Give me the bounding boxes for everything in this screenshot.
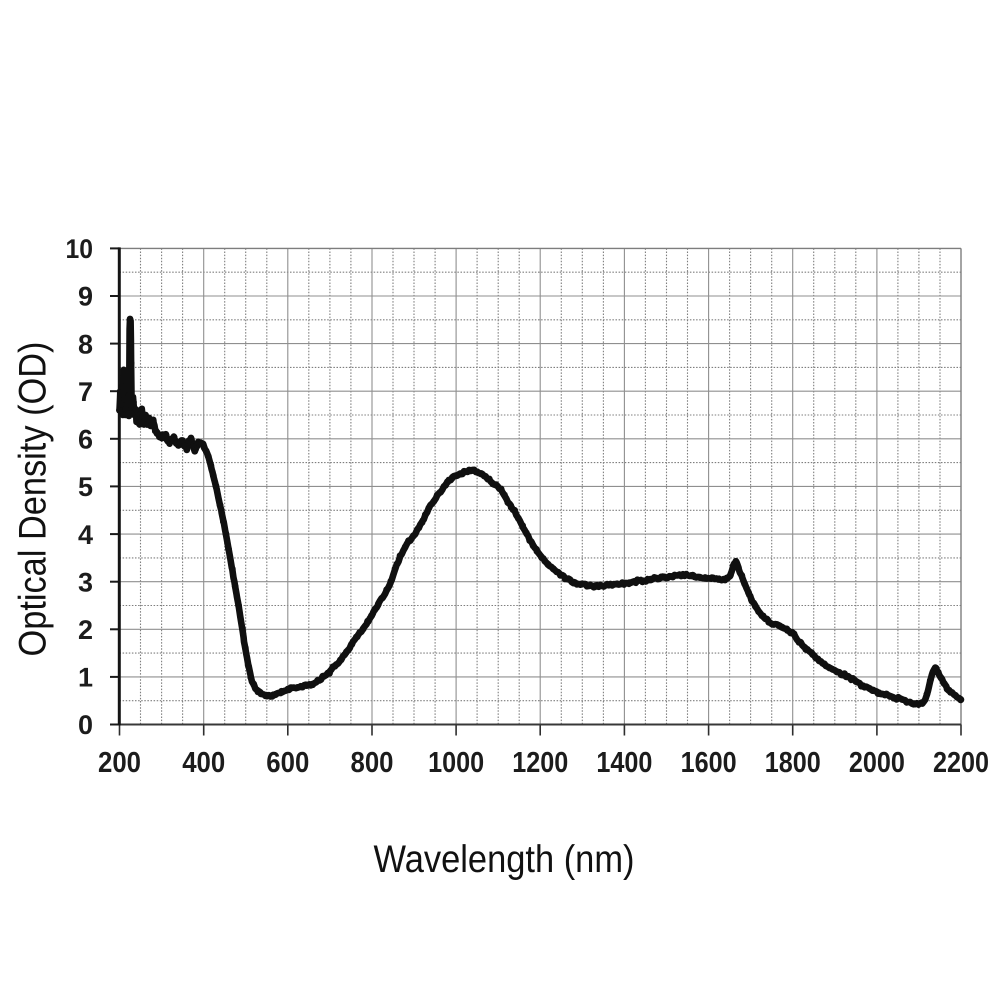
svg-text:8: 8	[78, 329, 93, 359]
svg-text:1200: 1200	[512, 747, 568, 779]
svg-text:2200: 2200	[933, 747, 989, 779]
svg-text:800: 800	[351, 747, 394, 779]
svg-text:1400: 1400	[596, 747, 652, 779]
svg-text:200: 200	[98, 747, 141, 779]
svg-text:5: 5	[78, 472, 93, 502]
svg-text:2: 2	[78, 615, 93, 645]
svg-text:7: 7	[78, 377, 93, 407]
svg-text:Wavelength (nm): Wavelength (nm)	[374, 838, 635, 881]
svg-text:6: 6	[78, 425, 93, 455]
svg-text:1600: 1600	[681, 747, 737, 779]
svg-text:10: 10	[66, 234, 94, 264]
svg-text:600: 600	[266, 747, 309, 779]
svg-text:400: 400	[182, 747, 225, 779]
svg-text:2000: 2000	[849, 747, 905, 779]
svg-text:1800: 1800	[765, 747, 821, 779]
svg-text:3: 3	[78, 567, 93, 597]
svg-text:0: 0	[78, 710, 93, 740]
svg-text:4: 4	[78, 520, 93, 550]
svg-text:9: 9	[78, 282, 93, 312]
svg-text:1: 1	[78, 663, 93, 693]
svg-text:Optical Density (OD): Optical Density (OD)	[12, 342, 55, 657]
svg-text:1000: 1000	[428, 747, 484, 779]
